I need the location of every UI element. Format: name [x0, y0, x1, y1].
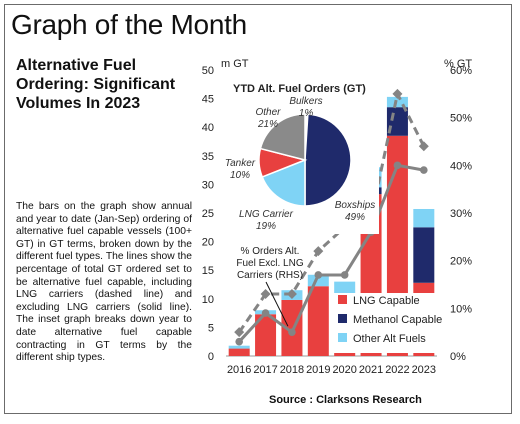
- pie-pct-lng-carrier: 19%: [256, 221, 276, 232]
- marker-pct-alt-fuel-2016: [234, 327, 245, 338]
- right-tick-label: 60%: [450, 65, 472, 77]
- article-subtitle: Alternative Fuel Ordering: Significant V…: [16, 57, 176, 112]
- left-tick-label: 20: [202, 237, 214, 249]
- bar-other-alt-fuels-2019: [307, 274, 329, 287]
- x-tick-label: 2021: [359, 364, 383, 376]
- marker-pct-alt-fuel-2017: [260, 289, 271, 300]
- legend-label: Methanol Capable: [353, 314, 442, 326]
- legend-swatch-2: [338, 333, 347, 342]
- legend-label: LNG Capable: [353, 295, 420, 307]
- marker-pct-excl-lng-2022: [393, 161, 402, 170]
- x-tick-label: 2017: [253, 364, 277, 376]
- annotation-excl-lng-line1: % Orders Alt.: [241, 246, 300, 257]
- left-tick-label: 35: [202, 151, 214, 163]
- annotation-excl-lng-pointer: [265, 281, 289, 327]
- left-tick-label: 45: [202, 94, 214, 106]
- left-axis-unit: m GT: [221, 58, 249, 70]
- pie-title: YTD Alt. Fuel Orders (GT): [233, 83, 366, 95]
- page-title: Graph of the Month: [11, 9, 247, 40]
- legend-box: [334, 293, 446, 353]
- left-tick-label: 30: [202, 179, 214, 191]
- left-tick-label: 10: [202, 294, 214, 306]
- pie-label-tanker: Tanker: [225, 158, 256, 169]
- marker-pct-excl-lng-2019: [314, 271, 323, 279]
- marker-pct-alt-fuel-2019: [313, 246, 324, 257]
- pie-label-lng-carrier: LNG Carrier: [239, 209, 294, 220]
- legend-swatch-0: [338, 295, 347, 304]
- bar-other-alt-fuels-2023: [413, 208, 435, 228]
- x-tick-label: 2019: [306, 364, 330, 376]
- article-description: The bars on the graph show annual and ye…: [16, 201, 192, 364]
- pie-pct-tanker: 10%: [230, 170, 250, 181]
- left-tick-label: 15: [202, 265, 214, 277]
- bar-lng-capable-2019: [307, 286, 329, 356]
- annotation-excl-lng-line2: Fuel Excl. LNG: [236, 258, 303, 269]
- source-note: Source : Clarksons Research: [269, 394, 422, 406]
- left-tick-label: 40: [202, 122, 214, 134]
- pie-label-boxships: Boxships: [335, 200, 376, 211]
- bar-lng-capable-2016: [228, 348, 250, 356]
- pie-slice-other: [259, 113, 306, 161]
- pie-label-other: Other: [255, 107, 281, 118]
- bar-lng-capable-2018: [281, 299, 303, 356]
- right-tick-label: 40%: [450, 160, 472, 172]
- right-tick-label: 20%: [450, 256, 472, 268]
- pie-slice-boxships: [304, 113, 352, 207]
- marker-pct-excl-lng-2020: [340, 271, 349, 279]
- left-tick-label: 0: [208, 351, 214, 363]
- x-tick-label: 2020: [332, 364, 356, 376]
- pie-slice-lng-carrier: [261, 158, 306, 207]
- right-tick-label: 30%: [450, 208, 472, 220]
- bar-other-alt-fuels-2022: [386, 96, 408, 108]
- legend-label: Other Alt Fuels: [353, 333, 426, 345]
- right-tick-label: 10%: [450, 303, 472, 315]
- marker-pct-excl-lng-2016: [235, 337, 243, 346]
- marker-pct-alt-fuel-2018: [286, 289, 297, 300]
- bar-methanol-capable-2023: [413, 227, 435, 283]
- left-tick-label: 5: [208, 322, 214, 334]
- x-tick-label: 2018: [280, 364, 304, 376]
- annotation-excl-lng-line3: Carriers (RHS): [237, 270, 303, 281]
- page-frame: [4, 4, 512, 414]
- left-tick-label: 25: [202, 208, 214, 220]
- legend-swatch-1: [338, 314, 347, 323]
- marker-pct-alt-fuel-2022: [392, 88, 403, 99]
- right-tick-label: 50%: [450, 113, 472, 125]
- left-tick-label: 50: [202, 65, 214, 77]
- pie-label-bulkers: Bulkers: [289, 96, 322, 107]
- x-tick-label: 2016: [227, 364, 251, 376]
- marker-pct-alt-fuel-2023: [418, 141, 429, 152]
- marker-pct-excl-lng-2023: [420, 166, 428, 174]
- marker-pct-excl-lng-2017: [261, 309, 270, 317]
- bar-lng-capable-2017: [255, 314, 277, 356]
- x-tick-label: 2022: [385, 364, 409, 376]
- right-axis-unit: % GT: [444, 58, 472, 70]
- x-tick-label: 2023: [412, 364, 436, 376]
- marker-pct-excl-lng-2018: [288, 328, 296, 336]
- pie-pct-other: 21%: [257, 119, 278, 130]
- pie-pct-boxships: 49%: [345, 212, 365, 223]
- right-tick-label: 0%: [450, 351, 466, 363]
- line-pct-alt-fuel: [237, 92, 426, 334]
- line-pct-alt-fuel-excl-lng: [238, 163, 425, 343]
- bar-other-alt-fuels-2016: [228, 345, 250, 349]
- pie-pct-bulkers: 1%: [299, 108, 314, 119]
